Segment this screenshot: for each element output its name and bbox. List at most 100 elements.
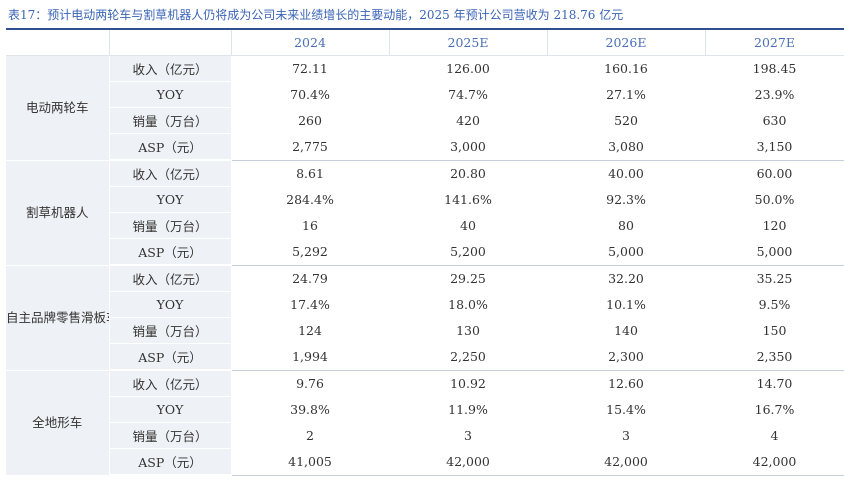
value-cell: 23.9% [705,81,844,108]
metric-label: YOY [109,186,232,213]
table-row: YOY 284.4% 141.6% 92.3% 50.0% [6,186,844,213]
value-cell: 42,000 [389,448,548,476]
value-cell: 70.4% [231,81,390,108]
value-cell: 140 [547,317,706,344]
value-cell: 14.70 [705,370,844,397]
metric-label: 销量（万台） [109,422,232,449]
caption-rule [6,28,844,30]
table-caption: 表17：预计电动两轮车与割草机器人仍将成为公司未来业绩增长的主要动能，2025 … [8,8,624,22]
value-cell: 39.8% [231,396,390,423]
value-cell: 18.0% [389,291,548,318]
table-row: YOY 17.4% 18.0% 10.1% 9.5% [6,291,844,318]
value-cell: 15.4% [547,396,706,423]
value-cell: 10.1% [547,291,706,318]
group-label: 自主品牌零售滑板车 [6,265,110,371]
value-cell: 92.3% [547,186,706,213]
value-cell: 124 [231,317,390,344]
value-cell: 60.00 [705,160,844,187]
table-row: YOY 39.8% 11.9% 15.4% 16.7% [6,396,844,423]
value-cell: 3,150 [705,133,844,161]
value-cell: 42,000 [705,448,844,476]
table-row: ASP（元） 1,994 2,250 2,300 2,350 [6,343,844,371]
value-cell: 2 [231,422,390,449]
value-cell: 630 [705,107,844,134]
forecast-table: 2024 2025E 2026E 2027E 电动两轮车 收入（亿元） 72.11 1… [6,30,844,476]
metric-label: 销量（万台） [109,107,232,134]
value-cell: 9.5% [705,291,844,318]
value-cell: 32.20 [547,265,706,292]
value-cell: 29.25 [389,265,548,292]
value-cell: 4 [705,422,844,449]
value-cell: 16.7% [705,396,844,423]
group-label: 电动两轮车 [6,55,110,161]
value-cell: 120 [705,212,844,239]
metric-label: 收入（亿元） [109,265,232,292]
group-label: 割草机器人 [6,160,110,266]
metric-label: ASP（元） [109,448,232,476]
value-cell: 198.45 [705,55,844,82]
header-empty-group [6,30,110,56]
value-cell: 16 [231,212,390,239]
metric-label: YOY [109,396,232,423]
header-year: 2024 [231,30,390,56]
table-row: 电动两轮车 收入（亿元） 72.11 126.00 160.16 198.45 [6,55,844,161]
value-cell: 10.92 [389,370,548,397]
value-cell: 5,000 [705,238,844,266]
table-row: 销量（万台） 260 420 520 630 [6,107,844,134]
group-label: 全地形车 [6,370,110,476]
value-cell: 2,775 [231,133,390,161]
table-row: ASP（元） 5,292 5,200 5,000 5,000 [6,238,844,266]
metric-label: 销量（万台） [109,212,232,239]
metric-label: ASP（元） [109,238,232,266]
value-cell: 40 [389,212,548,239]
value-cell: 8.61 [231,160,390,187]
table-row: YOY 70.4% 74.7% 27.1% 23.9% [6,81,844,108]
value-cell: 2,250 [389,343,548,371]
value-cell: 284.4% [231,186,390,213]
metric-label: 销量（万台） [109,317,232,344]
header-row: 2024 2025E 2026E 2027E [6,30,844,56]
value-cell: 42,000 [547,448,706,476]
value-cell: 50.0% [705,186,844,213]
value-cell: 17.4% [231,291,390,318]
table-row: 自主品牌零售滑板车 收入（亿元） 24.79 29.25 32.20 35.25 [6,265,844,371]
value-cell: 260 [231,107,390,134]
value-cell: 5,000 [547,238,706,266]
value-cell: 41,005 [231,448,390,476]
value-cell: 5,200 [389,238,548,266]
table-row: ASP（元） 41,005 42,000 42,000 42,000 [6,448,844,476]
value-cell: 80 [547,212,706,239]
value-cell: 3 [547,422,706,449]
metric-label: YOY [109,81,232,108]
metric-label: 收入（亿元） [109,370,232,397]
value-cell: 3,080 [547,133,706,161]
table-row: 销量（万台） 2 3 3 4 [6,422,844,449]
table-row: 销量（万台） 124 130 140 150 [6,317,844,344]
value-cell: 12.60 [547,370,706,397]
value-cell: 130 [389,317,548,344]
header-empty-metric [109,30,232,56]
table-row: 割草机器人 收入（亿元） 8.61 20.80 40.00 60.00 [6,160,844,266]
value-cell: 1,994 [231,343,390,371]
value-cell: 126.00 [389,55,548,82]
value-cell: 27.1% [547,81,706,108]
value-cell: 9.76 [231,370,390,397]
value-cell: 20.80 [389,160,548,187]
value-cell: 2,300 [547,343,706,371]
metric-label: YOY [109,291,232,318]
value-cell: 520 [547,107,706,134]
value-cell: 3,000 [389,133,548,161]
table-row: 全地形车 收入（亿元） 9.76 10.92 12.60 14.70 [6,370,844,476]
value-cell: 40.00 [547,160,706,187]
table-row: ASP（元） 2,775 3,000 3,080 3,150 [6,133,844,161]
metric-label: ASP（元） [109,343,232,371]
header-year: 2025E [389,30,548,56]
value-cell: 141.6% [389,186,548,213]
value-cell: 72.11 [231,55,390,82]
table-row: 销量（万台） 16 40 80 120 [6,212,844,239]
value-cell: 150 [705,317,844,344]
value-cell: 5,292 [231,238,390,266]
value-cell: 160.16 [547,55,706,82]
value-cell: 35.25 [705,265,844,292]
metric-label: 收入（亿元） [109,160,232,187]
